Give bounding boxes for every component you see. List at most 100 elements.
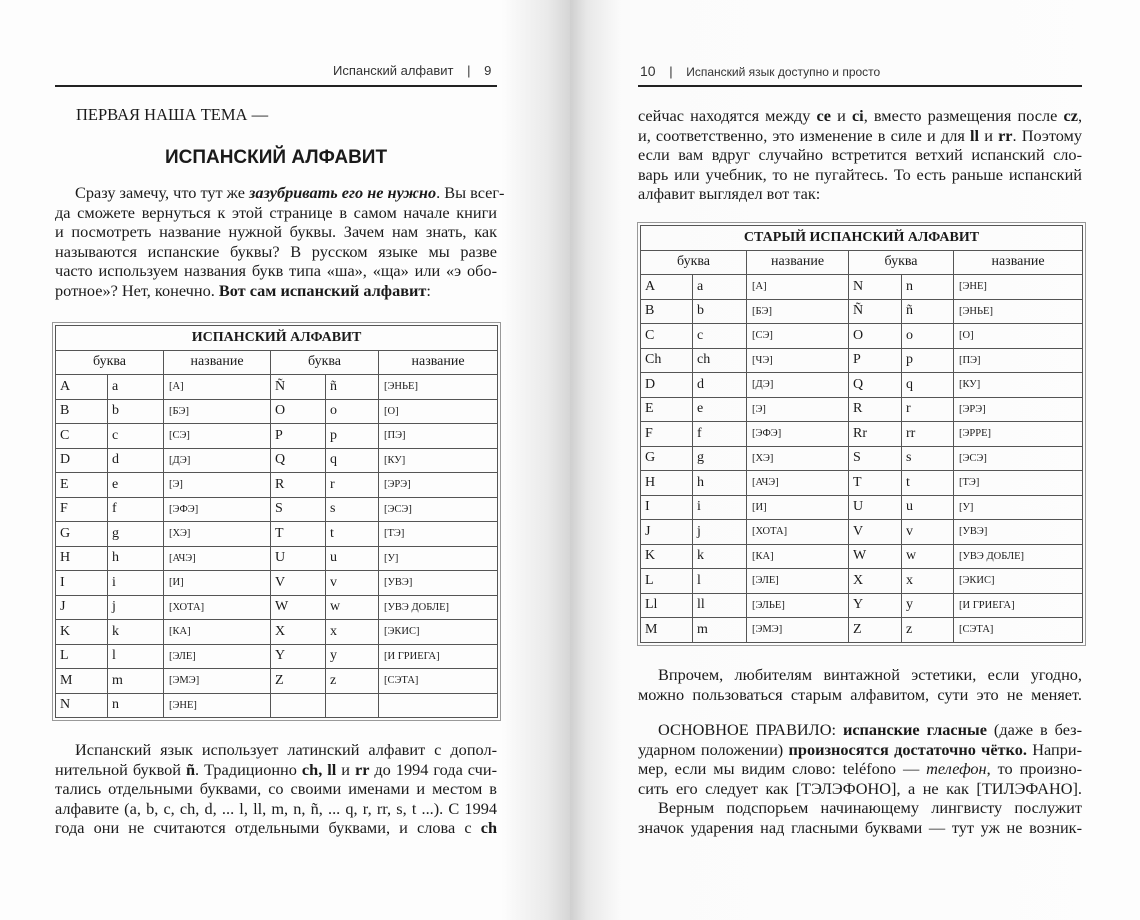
text-run: , то произно- xyxy=(986,759,1083,779)
text-run: варь или учебник, то не пугайтесь. То ес… xyxy=(638,164,1082,184)
text-line: Впрочем, любителям винтажной эстетики, е… xyxy=(638,665,1082,685)
uppercase-letter: F xyxy=(55,496,108,522)
text-run: мер, если мы видим слово: teléfono — xyxy=(638,759,927,779)
right-page: 10 | Испанский язык доступно и просто се… xyxy=(570,0,1140,920)
uppercase-letter: N xyxy=(55,692,108,718)
uppercase-letter: Ñ xyxy=(270,374,326,400)
lowercase-letter: ll xyxy=(692,592,747,618)
lowercase-letter: e xyxy=(107,472,164,498)
letter-name: [КА] xyxy=(746,543,849,569)
lowercase-letter: r xyxy=(901,396,954,422)
letter-name: [ЭЛЕ] xyxy=(163,643,271,669)
uppercase-letter: Ll xyxy=(640,592,693,618)
lowercase-letter: n xyxy=(901,274,954,300)
lowercase-letter: w xyxy=(325,594,379,620)
lowercase-letter: s xyxy=(901,445,954,471)
uppercase-letter: Ch xyxy=(640,347,693,373)
uppercase-letter: G xyxy=(55,521,108,547)
uppercase-letter: I xyxy=(55,570,108,596)
text-line: мер, если мы видим слово: teléfono — тел… xyxy=(638,759,1082,779)
emphasis-run: ll xyxy=(969,125,980,145)
emphasis-run: зазубривать его не нужно xyxy=(249,183,437,202)
text-line: Сразу замечу, что тут же зазубривать его… xyxy=(55,183,504,203)
text-run: часто используем названия букв типа «ша»… xyxy=(55,261,497,281)
emphasis-run: Вот сам испанский алфавит xyxy=(218,280,427,300)
letter-name: [ХОТА] xyxy=(163,594,271,620)
text-line: сейчас находятся между ce и ci, вместо р… xyxy=(638,106,1082,126)
letter-name: [ХЭ] xyxy=(746,445,849,471)
emphasis-run: испанские гласные xyxy=(842,720,987,739)
chapter-title: ИСПАНСКИЙ АЛФАВИТ xyxy=(164,147,388,168)
text-run: ОСНОВНОЕ ПРАВИЛО: xyxy=(658,720,843,739)
lowercase-letter: h xyxy=(692,470,747,496)
uppercase-letter: G xyxy=(640,445,693,471)
uppercase-letter: U xyxy=(848,494,902,520)
letter-name: [ДЭ] xyxy=(746,372,849,398)
uppercase-letter: R xyxy=(848,396,902,422)
text-line: и, соответственно, это изменение в силе … xyxy=(638,126,1082,146)
running-head-right: 10 | Испанский язык доступно и просто xyxy=(640,63,880,79)
emphasis-run: rr xyxy=(998,125,1013,145)
letter-name: [ЭФЭ] xyxy=(746,421,849,447)
letter-name: [ЭСЭ] xyxy=(953,445,1083,471)
text-line: ударном положении) произносятся достаточ… xyxy=(638,740,1082,760)
lowercase-letter: f xyxy=(692,421,747,447)
lowercase-letter: q xyxy=(901,372,954,398)
emphasis-run: ce xyxy=(816,106,831,125)
lowercase-letter: b xyxy=(107,398,164,424)
lowercase-letter: t xyxy=(901,470,954,496)
emphasis-run: ch xyxy=(480,818,497,838)
uppercase-letter: J xyxy=(640,519,693,545)
uppercase-letter: A xyxy=(55,374,108,400)
uppercase-letter: L xyxy=(640,568,693,594)
text-line: сить его следует как [ТЭЛЭФОНО], а не ка… xyxy=(638,779,1082,799)
text-run: Испанский язык использует латинский алфа… xyxy=(75,740,497,759)
text-run: Верным подспорьем начинающему лингвисту … xyxy=(658,798,1082,818)
text-run: Сразу замечу, что тут же xyxy=(75,183,250,202)
letter-name: [ЭНЕ] xyxy=(953,274,1083,300)
continued-paragraph: сейчас находятся между ce и ci, вместо р… xyxy=(638,106,1082,204)
text-run: и, соответственно, это изменение в силе … xyxy=(638,125,970,145)
lowercase-letter: z xyxy=(325,668,379,694)
uppercase-letter: Z xyxy=(848,617,902,643)
intro-paragraph: Сразу замечу, что тут же зазубривать его… xyxy=(55,183,504,301)
letter-name: [Э] xyxy=(746,396,849,422)
letter-name: [И] xyxy=(746,494,849,520)
letter-name: [КУ] xyxy=(953,372,1083,398)
uppercase-letter: V xyxy=(270,570,326,596)
uppercase-letter: Ñ xyxy=(848,298,902,324)
table-title: СТАРЫЙ ИСПАНСКИЙ АЛФАВИТ xyxy=(640,225,1083,251)
uppercase-letter: S xyxy=(270,496,326,522)
lowercase-letter: u xyxy=(325,545,379,571)
text-run: алфавит выглядел вот так: xyxy=(638,184,821,204)
uppercase-letter: C xyxy=(55,423,108,449)
lowercase-letter: j xyxy=(692,519,747,545)
lowercase-letter: ch xyxy=(692,347,747,373)
running-head-left: Испанский алфавит | 9 xyxy=(333,63,491,78)
column-header: название xyxy=(377,349,499,375)
lowercase-letter: t xyxy=(325,521,379,547)
uppercase-letter: U xyxy=(270,545,326,571)
letter-name: [У] xyxy=(953,494,1083,520)
lowercase-letter: v xyxy=(325,570,379,596)
lowercase-letter: j xyxy=(107,594,164,620)
lowercase-letter: p xyxy=(901,347,954,373)
column-header: название xyxy=(746,249,849,275)
table-title: ИСПАНСКИЙ АЛФАВИТ xyxy=(54,325,499,351)
letter-name: [УВЭ ДОБЛЕ] xyxy=(377,594,499,620)
letter-name: [ТЭ] xyxy=(953,470,1083,496)
text-run: можно пользоваться старым алфавитом, сут… xyxy=(638,684,1082,704)
text-run: Впрочем, любителям винтажной эстетики, е… xyxy=(658,665,1082,684)
table-header-row: буква название буква название xyxy=(55,349,499,375)
uppercase-letter: H xyxy=(55,545,108,571)
left-page: Испанский алфавит | 9 ПЕРВАЯ НАША ТЕМА —… xyxy=(0,0,570,920)
text-line: варь или учебник, то не пугайтесь. То ес… xyxy=(638,165,1082,185)
uppercase-letter: B xyxy=(55,398,108,424)
letter-name: [ЭФЭ] xyxy=(163,496,271,522)
